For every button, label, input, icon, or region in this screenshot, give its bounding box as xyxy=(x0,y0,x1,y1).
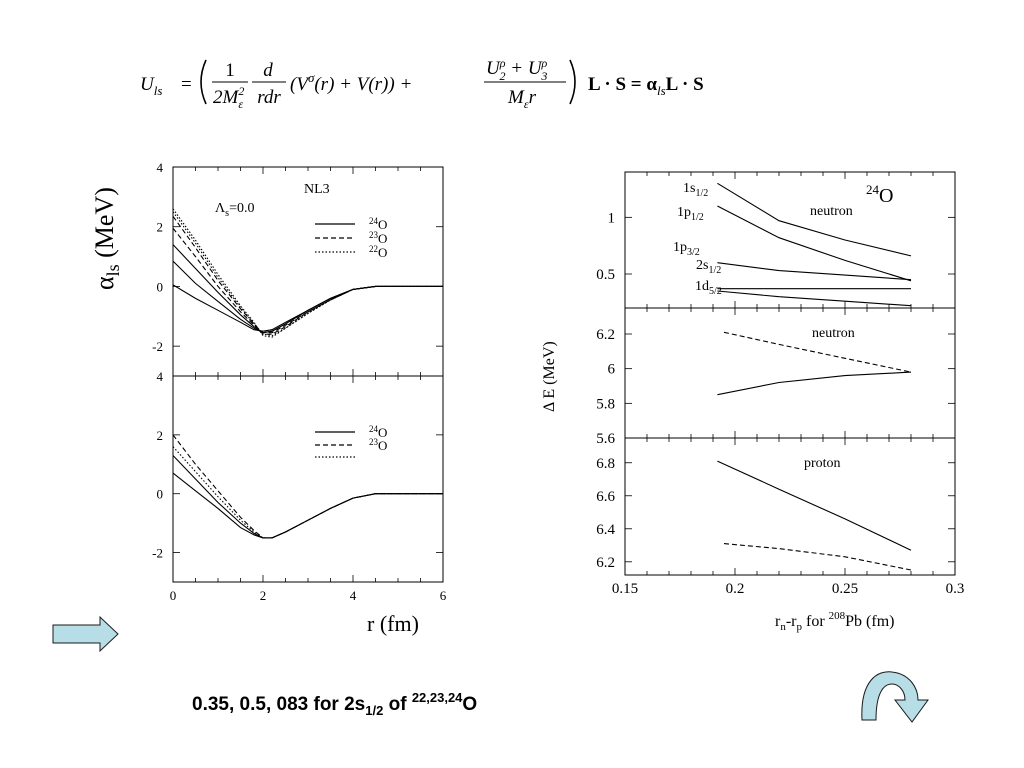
alpha-bottom-ytick-label: 2 xyxy=(157,428,164,443)
legend2-label-24O: 24O xyxy=(369,424,387,440)
alpha-top-chart: 4 2 0 -2 xyxy=(152,160,444,377)
alpha-top-series-6 xyxy=(173,208,443,338)
deltaE-bottom-ytick-label: 6.8 xyxy=(596,456,615,472)
deltaE-bottom-xtick-label: 0.15 xyxy=(612,581,638,597)
formula-paren-right xyxy=(569,59,576,105)
alpha-bottom-legend: 24O 23O xyxy=(315,424,387,458)
alpha-bottom-chart: 4 2 0 -2 0 2 4 6 xyxy=(152,369,447,603)
deltaE-bottom-xtick-label: 0.2 xyxy=(726,581,745,597)
level-label-1s12: 1s1/2 xyxy=(683,181,708,199)
alpha-bottom-series-0 xyxy=(173,472,443,539)
deltaE-top-ytick-label: 0.5 xyxy=(596,267,615,283)
alpha-top-ytick-label: -2 xyxy=(152,339,163,354)
formula-paren-left xyxy=(200,59,207,105)
spin-orbit-formula: Uls = 1 2M2 ε d rdr (Vσ(r) + V(r)) + Uρ 2 … xyxy=(140,56,704,111)
deltaE-mid-ytick-label: 6.2 xyxy=(596,327,615,343)
level-label-1p32: 1p3/2 xyxy=(673,240,700,258)
deltaE-top-series-1 xyxy=(717,205,912,282)
deltaE-bottom-series-0 xyxy=(717,460,912,551)
alpha-bottom-ytick-label: -2 xyxy=(152,546,163,561)
alpha-top-series-3 xyxy=(173,227,443,334)
legend-label-23O: 23O xyxy=(369,230,387,246)
rn-rp-x-axis-label: rn-rp for 208Pb (fm) xyxy=(775,610,894,633)
deltaE-bottom-chart: 6.8 6.6 6.4 6.2 0.15 0.2 0.25 0.3 xyxy=(596,437,965,597)
level-label-1d52: 1d5/2 xyxy=(695,279,722,297)
formula-lhs: Uls xyxy=(140,74,162,98)
level-labels: 1s1/2 1p1/2 1p3/2 2s1/2 1d5/2 xyxy=(673,181,722,297)
alpha-top-ytick-label: 4 xyxy=(157,160,164,175)
formula-potential-sum: (Vσ(r) + V(r)) + xyxy=(290,70,412,95)
formula-frac3-den: Mεr xyxy=(507,87,537,111)
alpha-bottom-ytick-label: 0 xyxy=(157,487,164,502)
alpha-bottom-series-3 xyxy=(173,434,443,539)
deltaE-top-chart: 10.5 xyxy=(596,171,956,309)
alpha-bottom-series-2 xyxy=(173,446,443,539)
alpha-bottom-series-1 xyxy=(173,455,443,539)
curved-arrow-icon[interactable] xyxy=(861,671,929,723)
deltaE-top-series-0 xyxy=(717,182,912,257)
deltaE-mid-ytick-label: 5.6 xyxy=(596,431,615,447)
neutron-top-annotation: neutron xyxy=(810,204,853,219)
deltaE-top-series-4 xyxy=(717,290,912,307)
deltaE-top-ytick-label: 1 xyxy=(608,210,616,226)
nl3-annotation: NL3 xyxy=(304,182,330,197)
formula-frac2-den: rdr xyxy=(257,87,281,108)
alpha-bottom-frame xyxy=(172,375,444,583)
neutron-mid-annotation: neutron xyxy=(812,326,855,341)
alpha-top-series-1 xyxy=(173,260,443,334)
deltaE-bottom-ytick-label: 6.4 xyxy=(596,522,615,538)
proton-annotation: proton xyxy=(804,456,841,471)
formula-frac2-num: d xyxy=(263,60,273,81)
legend-label-24O: 24O xyxy=(369,216,387,232)
deltaE-top-series-2 xyxy=(717,262,912,281)
legend-label-22O: 22O xyxy=(369,244,387,260)
alpha-bottom-ytick-label: 4 xyxy=(157,369,164,384)
alpha-top-ytick-label: 2 xyxy=(157,220,164,235)
legend2-label-23O: 23O xyxy=(369,437,387,453)
deltaE-bottom-xtick-label: 0.3 xyxy=(946,581,965,597)
alpha-bottom-xtick-label: 2 xyxy=(260,588,267,603)
alpha-top-frame xyxy=(172,166,444,377)
alpha-y-axis-label: αls (MeV) xyxy=(90,187,123,290)
right-arrow-icon[interactable] xyxy=(52,615,119,653)
r-x-axis-label: r (fm) xyxy=(367,611,419,636)
alpha-bottom-xtick-label: 4 xyxy=(350,588,357,603)
deltaE-bottom-frame xyxy=(624,437,956,576)
alpha-top-ytick-label: 0 xyxy=(157,279,164,294)
deltaE-mid-chart: 6.2 6 5.8 5.6 xyxy=(596,307,956,447)
alpha-top-series-4 xyxy=(173,215,443,335)
level-label-1p12: 1p1/2 xyxy=(677,205,704,223)
caption-text: 0.35, 0.5, 083 for 2s1/2 of 22,23,24O xyxy=(192,690,477,718)
deltaE-bottom-ytick-label: 6.2 xyxy=(596,555,615,571)
alpha-bottom-xtick-label: 6 xyxy=(440,588,447,603)
deltaE-mid-ytick-label: 5.8 xyxy=(596,396,615,412)
o24-annotation: 24O xyxy=(866,182,893,207)
deltaE-bottom-xtick-label: 0.25 xyxy=(832,581,858,597)
deltaE-mid-series-0 xyxy=(723,331,912,373)
deltaE-bottom-ytick-label: 6.6 xyxy=(596,489,615,505)
deltaE-bottom-series-1 xyxy=(723,543,912,571)
formula-equals: = xyxy=(181,74,192,95)
deltaE-mid-frame xyxy=(624,307,956,439)
deltaE-mid-series-1 xyxy=(717,371,912,396)
alpha-bottom-xtick-label: 0 xyxy=(170,588,177,603)
level-label-2s12: 2s1/2 xyxy=(696,258,721,276)
lambda-annotation: Λs=0.0 xyxy=(215,201,254,219)
formula-frac3-num: Uρ 2 + Uρ 3 xyxy=(486,56,548,83)
alpha-top-legend: 24O 23O 22O xyxy=(315,216,387,260)
alpha-top-series-0 xyxy=(173,284,443,332)
formula-frac1-num: 1 xyxy=(225,60,235,81)
formula-frac1-den: 2M2 ε xyxy=(213,84,244,111)
deltaE-mid-ytick-label: 6 xyxy=(608,362,616,378)
formula-rhs: L · S = αlsL · S xyxy=(588,74,704,98)
alpha-top-series-2 xyxy=(173,244,443,334)
alpha-top-series-5 xyxy=(173,211,443,337)
deltaE-y-axis-label: Δ E (MeV) xyxy=(541,341,558,412)
